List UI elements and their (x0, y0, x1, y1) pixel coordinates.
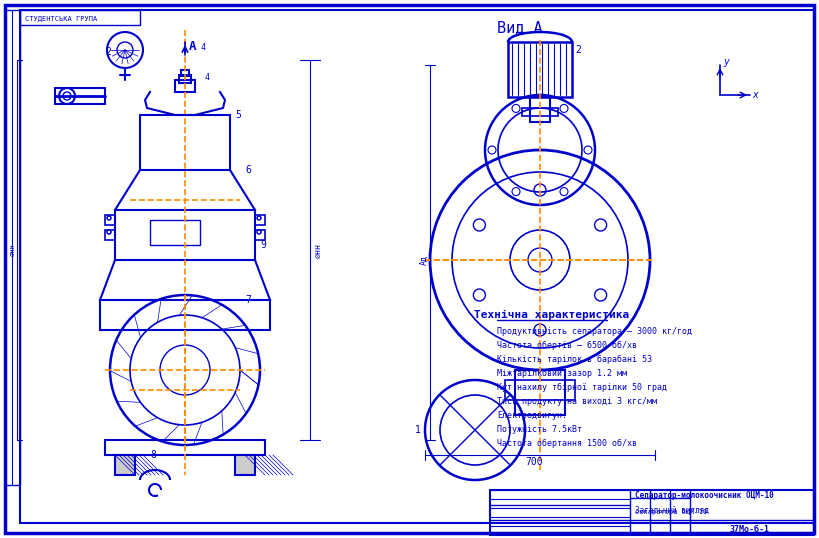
Text: Сепаратор-молокоочисник ОЦМ-10: Сепаратор-молокоочисник ОЦМ-10 (635, 492, 774, 500)
Bar (179, 75, 191, 83)
Text: x: x (752, 90, 758, 100)
Bar (115, 455, 135, 475)
Text: 4: 4 (205, 74, 210, 82)
Text: Кількість тарілок в барабані 53: Кількість тарілок в барабані 53 (497, 355, 652, 364)
Text: Частота обертів – 6500 об/хв: Частота обертів – 6500 об/хв (497, 341, 637, 350)
Bar (530, 97, 550, 122)
Bar (115, 210, 255, 260)
Bar (505, 380, 575, 400)
Text: Частота обертання 1500 об/хв: Частота обертання 1500 об/хв (497, 438, 637, 448)
Bar (255, 215, 265, 225)
Text: 6: 6 (245, 165, 251, 175)
Text: А: А (189, 40, 197, 53)
Bar (490, 490, 814, 535)
Bar (105, 215, 115, 225)
Text: Кут нахилу тбірної тарілки 50 град: Кут нахилу тбірної тарілки 50 град (497, 383, 667, 392)
Text: сепаратора ОЦМ-10: сепаратора ОЦМ-10 (635, 509, 708, 515)
Text: Продуктивність сепаратора – 3000 кг/год: Продуктивність сепаратора – 3000 кг/год (497, 327, 692, 336)
Bar (508, 42, 572, 97)
Bar (515, 370, 565, 415)
Bar (181, 70, 189, 76)
Bar (235, 455, 255, 475)
Bar (105, 230, 115, 240)
Bar (175, 80, 195, 92)
Bar (105, 440, 265, 455)
Text: 1: 1 (415, 425, 421, 435)
Bar (255, 230, 265, 240)
Text: Тиск продукту на виході 3 кгс/мм: Тиск продукту на виході 3 кгс/мм (497, 397, 657, 406)
Text: 2: 2 (105, 47, 111, 57)
Text: Електродвигун:: Електродвигун: (497, 410, 567, 420)
Text: 8: 8 (150, 450, 156, 460)
Text: 37Мо-б-1: 37Мо-б-1 (730, 526, 770, 534)
Bar (100, 300, 270, 330)
Text: ∅нн: ∅нн (10, 244, 16, 257)
Bar (140, 115, 230, 170)
Text: 9: 9 (260, 240, 266, 250)
Text: СТУДЕНТСЬКА ГРУПА: СТУДЕНТСЬКА ГРУПА (25, 16, 97, 22)
Text: Загальний вигляд: Загальний вигляд (635, 506, 709, 514)
Text: Міжтарілковий зазор 1.2 мм: Міжтарілковий зазор 1.2 мм (497, 369, 627, 378)
Text: Потужність 7.5кВт: Потужність 7.5кВт (497, 424, 582, 434)
Text: Ад: Ад (420, 255, 429, 265)
Text: Вид А: Вид А (497, 20, 543, 36)
Text: 2: 2 (575, 45, 581, 55)
Text: 5: 5 (235, 110, 241, 120)
Text: 700: 700 (525, 457, 543, 467)
Text: Технічна характеристика: Технічна характеристика (474, 310, 630, 320)
Bar (5, 10, 20, 485)
Bar (20, 10, 140, 25)
Bar (522, 108, 558, 116)
Text: 4: 4 (201, 43, 206, 52)
Text: 7: 7 (245, 295, 251, 305)
Text: ∅нн: ∅нн (314, 243, 323, 258)
Text: y: y (723, 57, 729, 67)
Bar (55, 88, 105, 104)
Bar (150, 220, 200, 245)
